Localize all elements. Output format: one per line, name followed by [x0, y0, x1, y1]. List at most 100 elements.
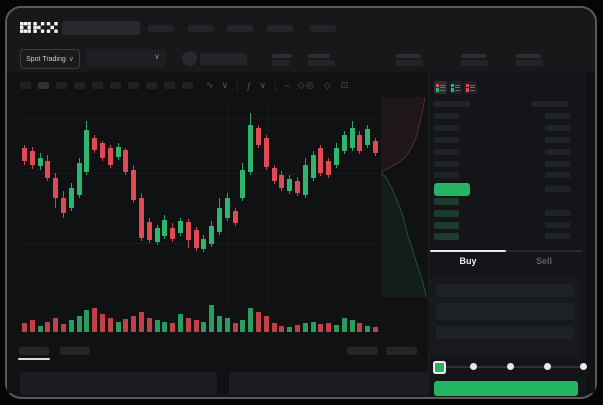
- candle: [326, 161, 332, 175]
- volume-bar: [263, 316, 269, 332]
- chevron-down-icon[interactable]: ∨: [221, 80, 229, 90]
- depth-profile: [380, 97, 427, 297]
- order-total-field[interactable]: [436, 326, 574, 339]
- stat-value: [396, 60, 423, 66]
- tab-sell[interactable]: Sell: [535, 256, 552, 266]
- volume-bar: [217, 316, 222, 332]
- tab-buy[interactable]: Buy: [459, 256, 477, 266]
- bottom-action-button[interactable]: [386, 347, 417, 355]
- ask-price-bar[interactable]: [434, 149, 459, 155]
- last-price-badge[interactable]: [434, 183, 470, 196]
- nav-item[interactable]: [227, 25, 253, 32]
- ask-price-bar[interactable]: [434, 161, 459, 167]
- chart-type-icon[interactable]: ∿: [206, 80, 214, 90]
- volume-bar: [84, 309, 90, 332]
- volume-bar: [139, 312, 144, 332]
- candle: [170, 228, 176, 239]
- timeframe-button[interactable]: [164, 82, 175, 89]
- order-amount-field[interactable]: [436, 303, 574, 320]
- slider-stop-dot[interactable]: [507, 363, 514, 370]
- gridline: [20, 173, 378, 174]
- candle: [45, 161, 51, 178]
- timeframe-button[interactable]: [56, 82, 67, 89]
- bottom-tab[interactable]: [60, 347, 90, 355]
- trendline-icon[interactable]: ~: [284, 80, 290, 91]
- volume-bar: [279, 325, 285, 332]
- nav-item[interactable]: [188, 25, 214, 32]
- nav-item[interactable]: [148, 25, 174, 32]
- ask-amount-bar: [545, 113, 570, 119]
- bottom-panel-card: [20, 372, 217, 395]
- objects-icon[interactable]: ◇: [323, 80, 331, 90]
- timeframe-button[interactable]: [74, 82, 85, 89]
- okx-logo: [20, 21, 58, 39]
- ask-price-bar[interactable]: [434, 113, 459, 119]
- candle: [263, 138, 269, 167]
- orderbook-view-asks-only[interactable]: [464, 81, 477, 94]
- divider: |: [236, 80, 239, 91]
- bottom-tab-active[interactable]: [19, 347, 49, 355]
- orderbook-view-bids-only[interactable]: [449, 81, 462, 94]
- buy-tab-indicator: [430, 250, 506, 252]
- candle: [256, 128, 261, 145]
- chevron-down-icon[interactable]: ∨: [259, 80, 267, 90]
- timeframe-button[interactable]: [38, 82, 49, 89]
- ask-amount-bar: [545, 137, 570, 143]
- candle: [76, 163, 82, 195]
- timeframe-button[interactable]: [92, 82, 103, 89]
- candle: [357, 135, 363, 151]
- timeframe-button[interactable]: [110, 82, 121, 89]
- bottom-action-button[interactable]: [347, 347, 378, 355]
- market-mode-dropdown[interactable]: Spot Trading ∨: [20, 49, 80, 69]
- candle: [61, 198, 66, 213]
- volume-histogram: [20, 299, 378, 333]
- nav-item[interactable]: [310, 25, 336, 32]
- stat-value: [516, 60, 543, 66]
- pair-selector-dropdown[interactable]: ∨: [86, 49, 166, 67]
- volume-bar: [295, 324, 300, 332]
- ask-price-bar[interactable]: [434, 125, 459, 131]
- volume-bar: [193, 320, 199, 332]
- volume-bar: [271, 322, 277, 332]
- orderbook-view-combined-book[interactable]: [434, 81, 447, 94]
- volume-bar: [256, 312, 261, 332]
- volume-bar: [185, 318, 191, 332]
- candlestick-chart[interactable]: [20, 103, 378, 303]
- candle: [107, 148, 113, 165]
- timeframe-button[interactable]: [20, 82, 31, 89]
- slider-stop-dot[interactable]: [580, 363, 587, 370]
- fullscreen-icon[interactable]: ⊡: [340, 80, 349, 90]
- volume-bar: [365, 325, 371, 332]
- bid-price-bar[interactable]: [434, 198, 459, 205]
- ask-amount-bar: [545, 149, 570, 155]
- timeframe-button[interactable]: [182, 82, 193, 89]
- search-input[interactable]: [62, 21, 140, 35]
- candle: [341, 135, 347, 151]
- candle: [139, 198, 144, 238]
- timeframe-button[interactable]: [128, 82, 139, 89]
- timeframe-button[interactable]: [146, 82, 157, 89]
- camera-icon[interactable]: ◎: [306, 80, 314, 90]
- ask-price-bar[interactable]: [434, 137, 459, 143]
- volume-bar: [100, 314, 105, 332]
- indicators-icon[interactable]: ƒ: [246, 80, 252, 91]
- slider-stop-dot[interactable]: [544, 363, 551, 370]
- toggle-lines: [470, 84, 476, 91]
- ask-price-bar[interactable]: [434, 172, 459, 178]
- bid-price-bar[interactable]: [434, 210, 459, 217]
- order-price-field[interactable]: [436, 284, 574, 297]
- volume-bar: [123, 319, 129, 332]
- buy-order-button[interactable]: [434, 381, 578, 396]
- bid-price-bar[interactable]: [434, 222, 459, 229]
- candle: [334, 148, 339, 165]
- candle: [131, 170, 137, 200]
- bid-price-bar[interactable]: [434, 233, 459, 240]
- nav-item[interactable]: [267, 25, 293, 32]
- amount-slider-handle[interactable]: [433, 361, 446, 374]
- draw-icon[interactable]: ◇: [297, 80, 305, 90]
- gridline: [20, 118, 378, 119]
- candle: [365, 129, 371, 145]
- slider-stop-dot[interactable]: [470, 363, 477, 370]
- last-price-placeholder: [200, 53, 247, 65]
- candle: [193, 230, 199, 248]
